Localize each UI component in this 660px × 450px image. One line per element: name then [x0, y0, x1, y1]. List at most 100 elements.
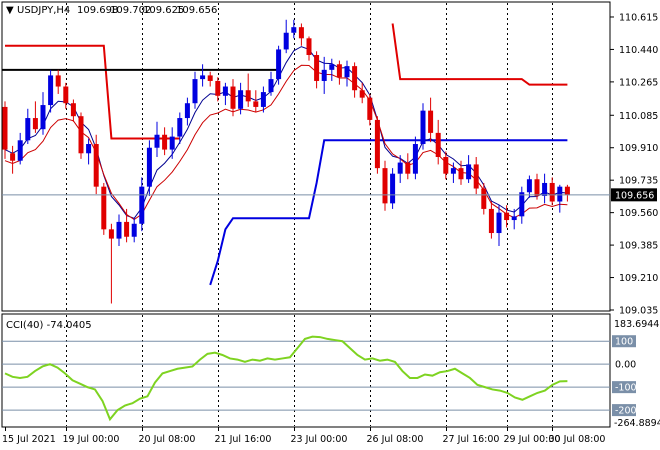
- candle: [390, 168, 396, 209]
- candle: [276, 45, 282, 85]
- candle: [428, 97, 434, 143]
- candle-body: [488, 208, 494, 234]
- candle: [382, 160, 388, 211]
- candle: [283, 19, 289, 54]
- candle-body: [55, 75, 61, 87]
- candle-body: [63, 86, 69, 104]
- candle-body: [542, 182, 548, 196]
- candle: [162, 127, 168, 156]
- chart-title-icon: ▼: [6, 5, 14, 16]
- price-panel-border: [1, 1, 611, 312]
- candle-body: [146, 147, 152, 187]
- candle: [169, 127, 175, 159]
- candle-body: [306, 38, 312, 55]
- cci-axis: 100 0.00 -100 -200: [612, 335, 637, 417]
- candles-layer: [2, 19, 570, 304]
- candle-body: [458, 168, 464, 180]
- candle: [55, 69, 61, 94]
- candle-body: [473, 164, 479, 189]
- candle: [101, 182, 107, 235]
- candle-body: [154, 134, 160, 148]
- candle-body: [428, 110, 434, 133]
- candle: [154, 121, 160, 157]
- candle-body: [397, 162, 403, 174]
- candle-body: [291, 27, 297, 33]
- candle-body: [511, 216, 517, 221]
- candle-body: [260, 92, 266, 107]
- candle: [230, 79, 236, 117]
- candle: [397, 155, 403, 183]
- price-tick-label: 110.440: [619, 45, 658, 56]
- candle: [557, 184, 563, 213]
- candle-body: [245, 90, 251, 102]
- candle: [86, 138, 92, 165]
- candle-body: [344, 66, 350, 78]
- cci-level-box: [612, 404, 636, 417]
- price-tick-label: 109.910: [619, 143, 658, 154]
- candle-body: [534, 179, 540, 196]
- candle: [222, 82, 228, 106]
- candle-body: [253, 101, 259, 107]
- candle: [367, 93, 373, 126]
- candle-body: [450, 168, 456, 174]
- cci-axis-bottom: -264.8894: [614, 418, 660, 429]
- time-tick-label: 30 Jul 08:00: [549, 434, 606, 445]
- cci-tick-label: -200: [615, 406, 637, 417]
- candle: [542, 173, 548, 204]
- candle-body: [329, 64, 335, 70]
- moving-average-slow: [4, 64, 568, 221]
- candle-body: [177, 118, 183, 137]
- cci-panel-border: [1, 313, 611, 428]
- cci-tick-label: 0.00: [615, 360, 636, 371]
- candle-body: [32, 118, 38, 130]
- candle: [306, 36, 312, 61]
- candle: [139, 177, 145, 232]
- quote-close: 109.656: [176, 5, 217, 16]
- cci-label: CCI(40) -74.0405: [6, 320, 92, 331]
- candle: [177, 112, 183, 145]
- candle: [291, 19, 297, 39]
- candle: [146, 140, 152, 196]
- price-tick-label: 110.085: [619, 111, 658, 122]
- candle-body: [435, 132, 441, 157]
- candle-body: [78, 116, 84, 154]
- candle-body: [184, 103, 190, 119]
- candle: [207, 71, 213, 87]
- candle: [25, 108, 31, 145]
- candle: [344, 60, 350, 87]
- candle: [78, 112, 84, 159]
- candle: [526, 175, 532, 198]
- candle: [131, 218, 137, 243]
- candle: [443, 151, 449, 180]
- candle: [488, 201, 494, 239]
- time-tick-label: 20 Jul 08:00: [139, 434, 196, 445]
- candle-body: [519, 192, 525, 217]
- candle-body: [367, 97, 373, 120]
- candle-body: [481, 188, 487, 209]
- candle: [435, 119, 441, 165]
- price-tick-label: 109.385: [619, 241, 658, 252]
- time-tick-label: 15 Jul 2021: [2, 434, 56, 445]
- current-price-box: [611, 188, 657, 202]
- candle: [70, 99, 76, 122]
- candle-body: [238, 90, 244, 109]
- candle: [48, 69, 54, 113]
- time-tick-label: 21 Jul 16:00: [215, 434, 272, 445]
- candle-body: [116, 221, 122, 239]
- candle-body: [390, 173, 396, 204]
- candle: [116, 214, 122, 247]
- candle-body: [93, 144, 99, 187]
- cci-tick-label: 100: [615, 337, 633, 348]
- candle-body: [564, 186, 570, 195]
- candle: [108, 223, 114, 304]
- candle: [215, 77, 221, 102]
- moving-average-fast: [4, 46, 568, 219]
- candle-body: [443, 157, 449, 174]
- lower-step-band: [209, 139, 568, 286]
- candle-body: [25, 118, 31, 141]
- candle: [420, 103, 426, 150]
- candle: [466, 155, 472, 183]
- candle-body: [298, 27, 304, 39]
- time-tick-label: 27 Jul 16:00: [443, 434, 500, 445]
- candle-body: [230, 86, 236, 109]
